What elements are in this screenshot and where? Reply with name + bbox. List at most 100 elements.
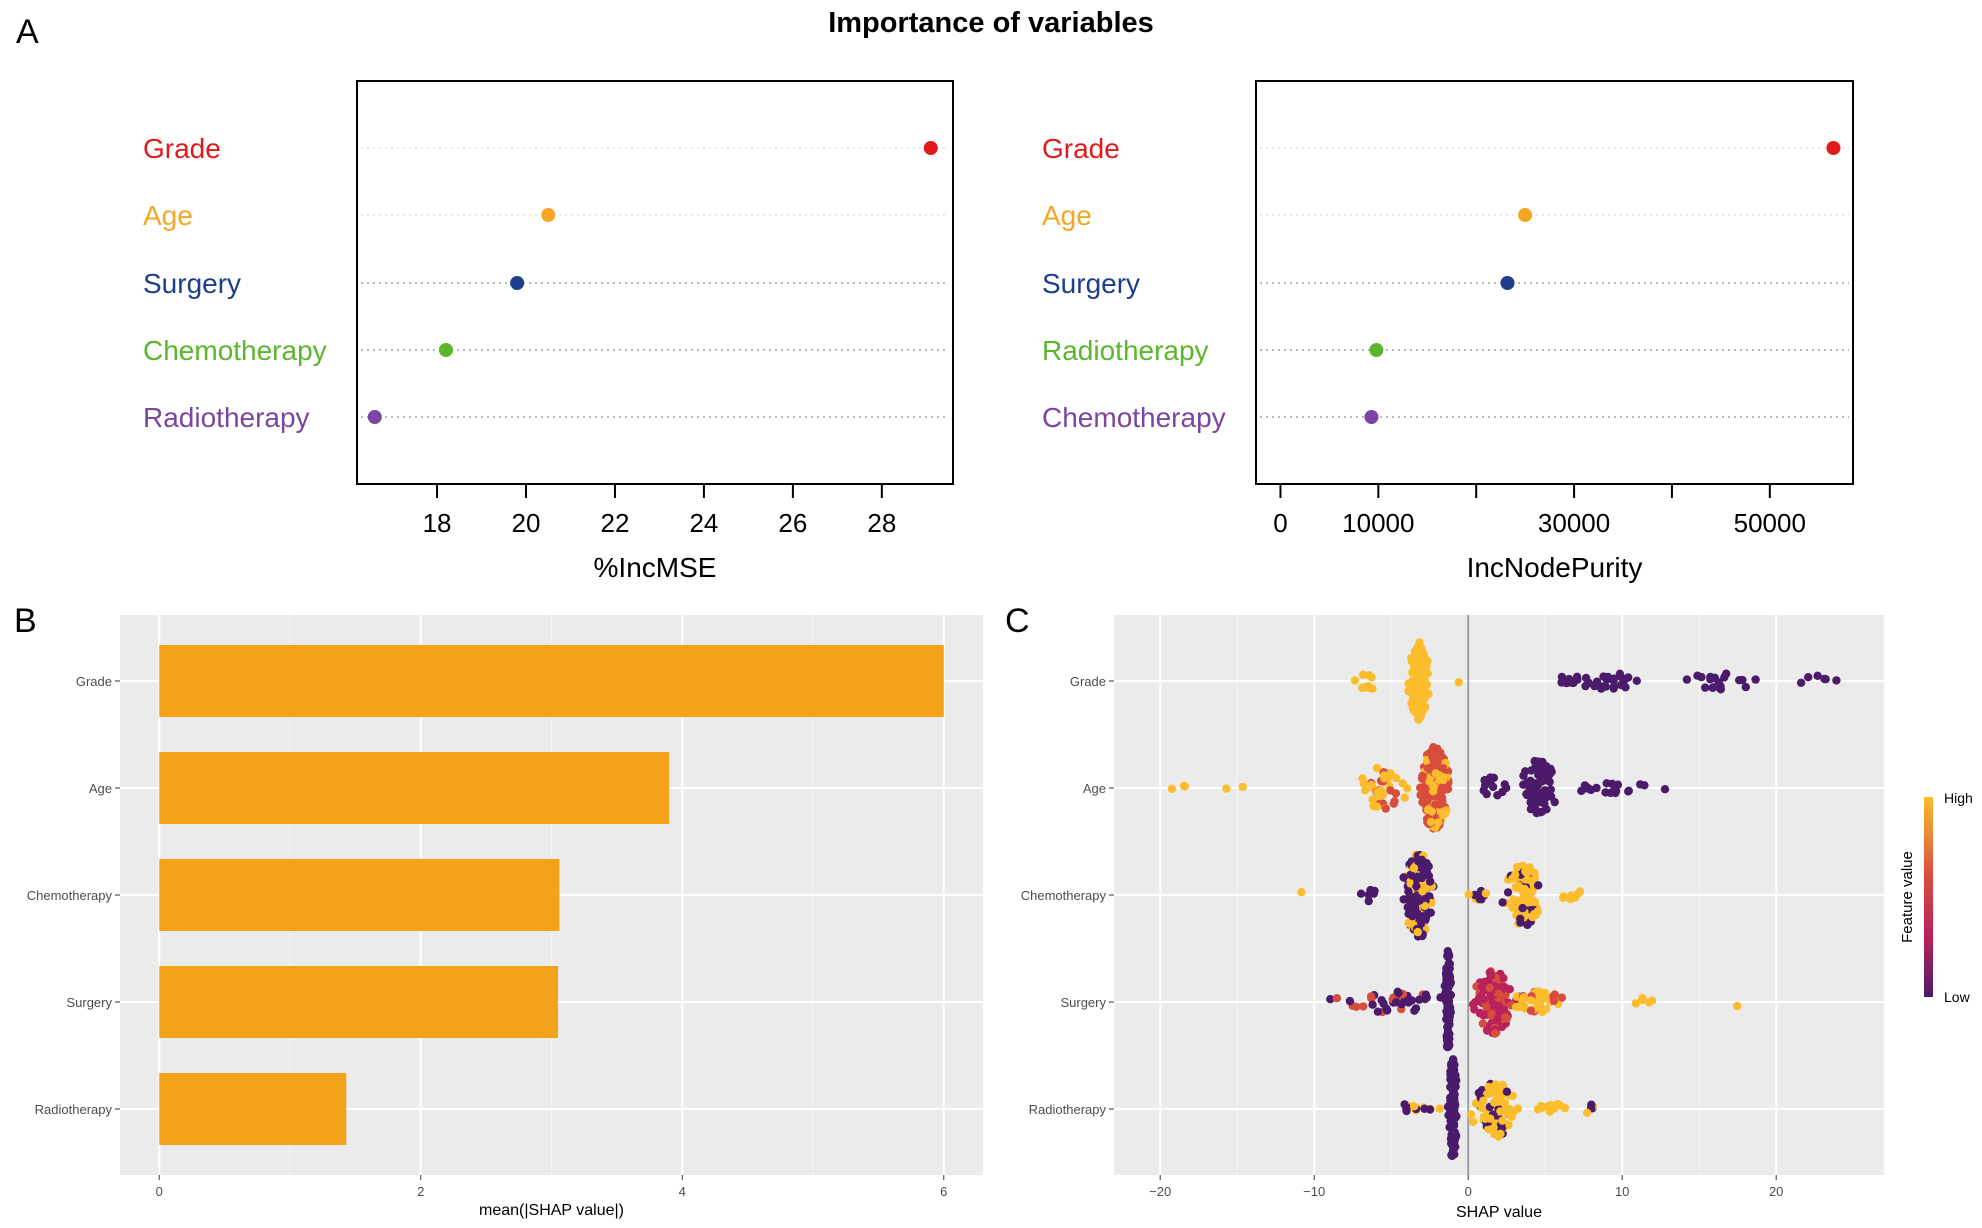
- shap-point-radiotherapy: [1490, 1130, 1499, 1139]
- shap-point-grade: [1367, 673, 1376, 682]
- shap-point-surgery: [1442, 990, 1452, 1000]
- shap-point-radiotherapy: [1449, 1071, 1458, 1081]
- shap-point-surgery: [1400, 996, 1410, 1005]
- bar-grade: [159, 645, 944, 717]
- shap-point-surgery: [1436, 993, 1445, 1002]
- shap-point-age: [1438, 811, 1448, 820]
- shap-point-radiotherapy: [1482, 1089, 1492, 1099]
- shap-point-age: [1400, 793, 1409, 802]
- x-tick-label: 30000: [1538, 508, 1610, 538]
- shap-point-radiotherapy: [1536, 1101, 1546, 1111]
- shap-point-radiotherapy: [1477, 1103, 1486, 1113]
- shap-point-surgery: [1394, 988, 1403, 997]
- shap-point-radiotherapy: [1490, 1098, 1499, 1107]
- shap-point-radiotherapy: [1447, 1061, 1456, 1071]
- shap-point-radiotherapy: [1493, 1084, 1503, 1093]
- x-axis-title: %IncMSE: [594, 552, 717, 583]
- y-tick-label-surgery: Surgery: [1060, 995, 1106, 1010]
- legend-high-label: High: [1944, 790, 1973, 806]
- shap-point-radiotherapy: [1587, 1100, 1596, 1109]
- y-tick-label-grade: Grade: [76, 674, 112, 689]
- shap-point-surgery: [1492, 1016, 1502, 1025]
- x-tick-label: 4: [679, 1184, 686, 1199]
- category-label-chemotherapy: Chemotherapy: [143, 335, 327, 366]
- shap-point-surgery: [1539, 1005, 1548, 1014]
- shap-point-grade: [1412, 656, 1421, 666]
- shap-point-age: [1381, 804, 1391, 813]
- data-point-surgery: [510, 276, 525, 290]
- shap-point-surgery: [1422, 993, 1431, 1002]
- shap-point-surgery: [1479, 995, 1489, 1004]
- shap-point-age: [1550, 797, 1559, 807]
- x-tick-label: 22: [601, 508, 630, 538]
- shap-point-age: [1369, 802, 1378, 811]
- shap-point-surgery: [1377, 996, 1386, 1005]
- shap-point-chemotherapy: [1516, 918, 1525, 927]
- shap-point-age: [1530, 756, 1539, 766]
- shap-point-grade: [1693, 671, 1702, 680]
- shap-point-surgery: [1444, 997, 1454, 1006]
- shap-point-radiotherapy: [1484, 1082, 1493, 1092]
- shap-point-grade: [1415, 714, 1424, 723]
- shap-point-age: [1426, 817, 1436, 827]
- y-tick-label-age: Age: [1083, 781, 1106, 796]
- shap-point-chemotherapy: [1530, 868, 1539, 878]
- shap-point-chemotherapy: [1559, 892, 1568, 901]
- shap-point-surgery: [1500, 983, 1510, 992]
- shap-point-age: [1431, 769, 1440, 778]
- bar-chemotherapy: [159, 859, 560, 931]
- shap-point-age: [1389, 799, 1399, 808]
- shap-point-surgery: [1359, 1002, 1368, 1011]
- shap-point-grade: [1417, 669, 1426, 678]
- shap-point-chemotherapy: [1412, 882, 1421, 891]
- category-label-age: Age: [1042, 200, 1092, 231]
- x-tick-label: 20: [1769, 1184, 1783, 1199]
- shap-point-radiotherapy: [1498, 1116, 1507, 1125]
- shap-point-age: [1417, 774, 1427, 783]
- x-tick-label: 20: [512, 508, 541, 538]
- shap-point-age: [1438, 786, 1447, 796]
- shap-point-surgery: [1373, 1007, 1383, 1016]
- x-tick-label: 26: [778, 508, 807, 538]
- shap-point-surgery: [1444, 1038, 1453, 1048]
- shap-point-age: [1537, 807, 1546, 817]
- shap-point-radiotherapy: [1545, 1107, 1555, 1116]
- shap-point-surgery: [1644, 998, 1654, 1007]
- shap-point-grade: [1804, 673, 1813, 682]
- x-tick-label: 0: [1465, 1184, 1472, 1199]
- shap-point-age: [1531, 804, 1540, 814]
- shap-point-chemotherapy: [1422, 867, 1432, 876]
- shap-point-surgery: [1482, 1002, 1491, 1011]
- shap-point-age: [1540, 799, 1549, 809]
- legend-colorbar: [1924, 797, 1933, 997]
- shap-point-surgery: [1443, 1022, 1452, 1032]
- shap-point-surgery: [1352, 1002, 1361, 1011]
- shap-point-age: [1434, 818, 1443, 827]
- x-tick-label: 18: [423, 508, 452, 538]
- shap-point-surgery: [1482, 1026, 1492, 1035]
- shap-point-surgery: [1406, 996, 1415, 1005]
- legend-low-label: Low: [1944, 989, 1971, 1005]
- shap-point-age: [1439, 764, 1448, 773]
- shap-point-radiotherapy: [1496, 1129, 1505, 1139]
- shap-point-grade: [1599, 672, 1608, 681]
- shap-point-grade: [1682, 675, 1692, 684]
- x-tick-label: 0: [156, 1184, 163, 1199]
- x-tick-label: −10: [1303, 1184, 1325, 1199]
- shap-point-age: [1419, 789, 1428, 799]
- shap-point-radiotherapy: [1502, 1087, 1512, 1096]
- shap-point-chemotherapy: [1418, 913, 1428, 922]
- shap-point-surgery: [1410, 1006, 1419, 1015]
- shap-point-age: [1167, 784, 1177, 793]
- shap-point-grade: [1813, 671, 1822, 680]
- shap-point-grade: [1411, 703, 1420, 712]
- shap-point-age: [1435, 800, 1444, 809]
- shap-point-surgery: [1631, 999, 1641, 1008]
- shap-point-chemotherapy: [1508, 903, 1517, 912]
- shap-point-radiotherapy: [1448, 1098, 1457, 1108]
- shap-point-radiotherapy: [1479, 1096, 1488, 1105]
- shap-point-radiotherapy: [1583, 1108, 1592, 1118]
- shap-point-radiotherapy: [1448, 1055, 1458, 1064]
- y-tick-label-chemotherapy: Chemotherapy: [27, 888, 113, 903]
- shap-point-grade: [1701, 683, 1710, 692]
